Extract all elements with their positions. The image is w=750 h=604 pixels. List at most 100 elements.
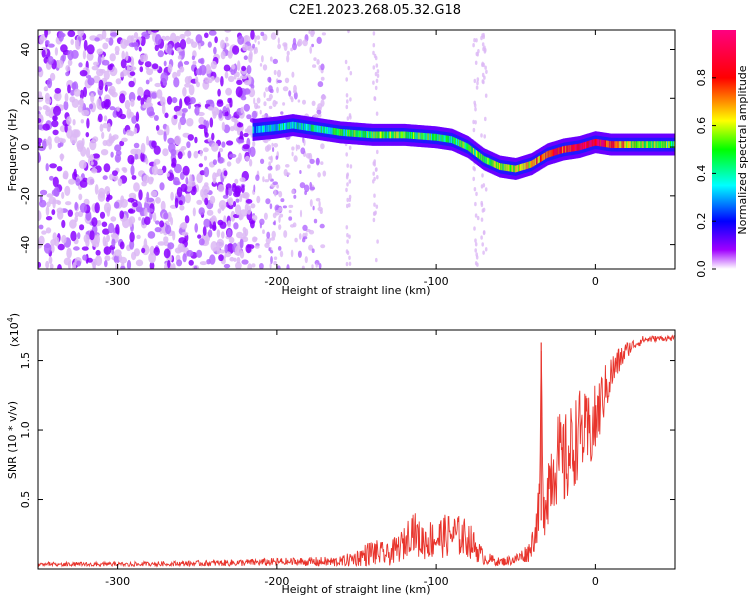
noise-blob [303, 138, 306, 147]
noise-blob [47, 55, 54, 65]
signal-core [336, 128, 338, 136]
noise-blob [320, 143, 325, 150]
noise-blob [52, 129, 59, 136]
signal-core [574, 144, 576, 152]
signal-core [522, 163, 525, 171]
noise-blob [374, 85, 378, 91]
y-tick-label: -20 [19, 187, 32, 205]
noise-blob [163, 212, 169, 220]
signal-core [624, 141, 626, 148]
noise-blob [119, 93, 126, 104]
signal-core [602, 139, 604, 147]
noise-blob [39, 195, 43, 203]
signal-core [593, 139, 595, 146]
noise-blob [186, 37, 192, 45]
noise-blob [373, 162, 377, 167]
signal-core [414, 132, 416, 139]
noise-blob [69, 219, 77, 229]
signal-core [646, 141, 648, 148]
noise-blob [73, 88, 81, 97]
signal-core [596, 139, 598, 146]
noise-blob [186, 250, 194, 257]
signal-core [485, 156, 487, 164]
signal-core [507, 164, 509, 172]
noise-blob [38, 124, 44, 130]
noise-blob [151, 165, 159, 176]
noise-blob [372, 217, 376, 223]
signal-core [491, 159, 493, 167]
noise-blob [114, 144, 122, 152]
noise-blob [188, 84, 195, 96]
noise-blob [167, 63, 173, 73]
noise-blob [262, 64, 268, 71]
noise-blob [317, 81, 324, 88]
noise-blob [284, 77, 290, 84]
noise-blob [484, 187, 488, 192]
noise-blob [92, 265, 96, 269]
signal-core [281, 123, 283, 131]
noise-blob [248, 53, 253, 63]
noise-blob [304, 184, 310, 193]
signal-core [471, 146, 473, 154]
noise-blob [42, 123, 50, 131]
noise-blob [79, 179, 88, 188]
signal-core [252, 126, 254, 134]
signal-core [302, 123, 304, 130]
noise-blob [45, 106, 51, 113]
signal-core [611, 141, 614, 148]
noise-blob [315, 197, 321, 202]
noise-blob [232, 201, 237, 207]
signal-core [668, 141, 670, 148]
noise-blob [70, 89, 75, 96]
signal-core [332, 127, 335, 135]
signal-core [651, 141, 654, 148]
signal-core [590, 140, 593, 147]
noise-blob [345, 187, 348, 193]
signal-core [299, 122, 301, 130]
noise-blob [309, 158, 315, 164]
noise-blob [153, 161, 157, 169]
signal-core [420, 132, 423, 140]
signal-core [662, 141, 664, 148]
noise-blob [475, 85, 479, 90]
noise-blob [373, 53, 377, 59]
noise-blob [262, 176, 265, 183]
signal-core [606, 140, 608, 148]
noise-blob [176, 69, 181, 77]
noise-blob [273, 143, 279, 148]
noise-blob [243, 55, 248, 60]
signal-core [484, 156, 487, 164]
x-tick-label: -100 [424, 275, 449, 288]
signal-core [385, 131, 387, 139]
noise-blob [273, 69, 277, 76]
noise-blob [373, 202, 376, 207]
signal-core [264, 125, 267, 133]
snr-plot: -300 -200 -100 0 0.5 1.0 1.5 Height of straig… [6, 313, 676, 596]
noise-blob [226, 228, 232, 238]
noise-blob [125, 51, 129, 61]
noise-blob [102, 42, 109, 50]
noise-blob [124, 100, 131, 110]
noise-blob [152, 212, 157, 223]
noise-blob [138, 189, 143, 201]
noise-blob [183, 60, 190, 65]
noise-blob [318, 263, 322, 269]
signal-core [450, 136, 452, 143]
noise-blob [97, 113, 103, 123]
noise-blob [246, 65, 252, 75]
noise-blob [144, 216, 151, 225]
noise-blob [210, 60, 217, 70]
noise-blob [273, 260, 277, 266]
noise-blob [159, 220, 165, 228]
noise-blob [103, 163, 111, 173]
noise-blob [277, 37, 280, 45]
colorbar-tick-label: 0.2 [695, 212, 708, 230]
noise-blob [115, 224, 120, 235]
colorbar-gradient [712, 30, 736, 269]
noise-blob [110, 32, 118, 37]
noise-blob [373, 176, 376, 182]
signal-core [438, 134, 441, 142]
signal-core [612, 141, 615, 148]
signal-core [371, 131, 373, 139]
noise-blob [272, 221, 276, 225]
